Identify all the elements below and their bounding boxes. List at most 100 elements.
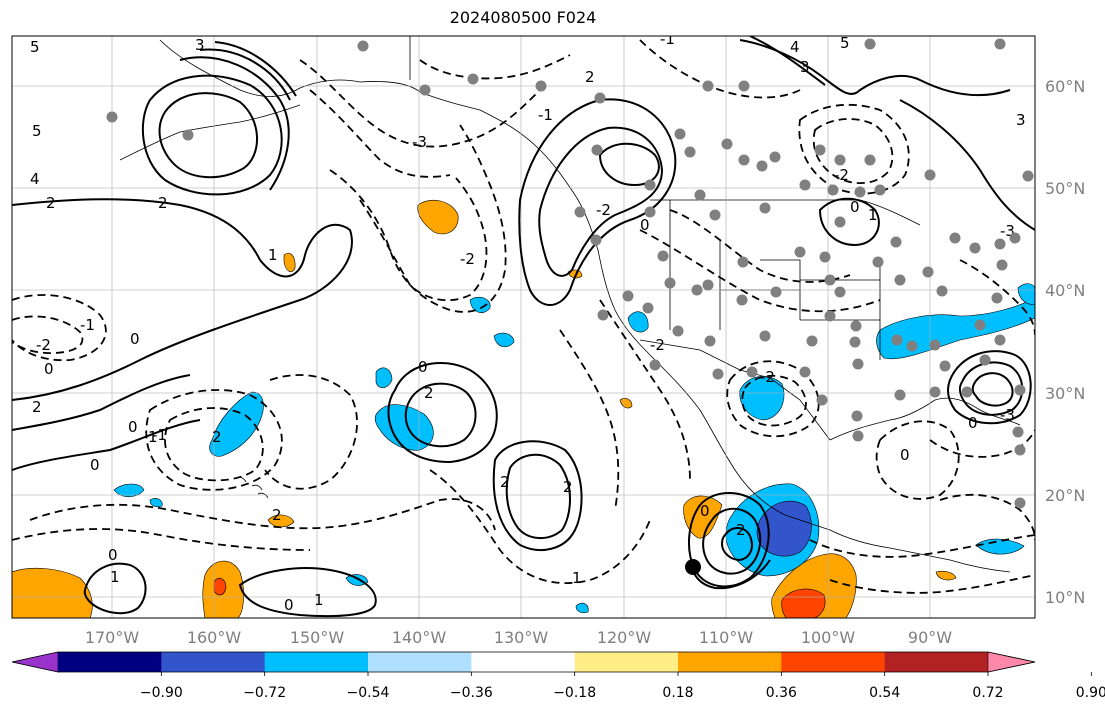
colorbar-extend-low	[11, 651, 59, 673]
station-dot	[1009, 232, 1021, 244]
contour-label: 3	[1016, 111, 1026, 129]
contour-label: -2	[834, 166, 849, 184]
contour-label: -2	[760, 368, 775, 386]
station-dot	[824, 310, 836, 322]
station-dot	[924, 169, 936, 181]
contour-label: 1	[268, 246, 278, 264]
lat-label: 10°N	[1045, 588, 1085, 607]
lon-label: 160°W	[187, 628, 242, 647]
map-title: 2024080500 F024	[449, 8, 597, 27]
station-dot	[852, 358, 864, 370]
station-dot	[864, 38, 876, 50]
contour-label: -2	[460, 250, 475, 268]
colorbar-segment	[678, 652, 782, 672]
contour-label: -1	[80, 316, 95, 334]
contour-line	[559, 329, 620, 511]
contour-label: 2	[500, 473, 510, 491]
contour-label: 0	[44, 360, 54, 378]
contour-line	[818, 197, 880, 247]
station-dot	[657, 250, 669, 262]
station-dot	[969, 242, 981, 254]
contour-label: 2	[32, 398, 42, 416]
contour-line	[688, 492, 770, 588]
contour-label: 2	[424, 384, 434, 402]
station-dot	[874, 184, 886, 196]
contour-label: 0	[418, 358, 428, 376]
station-dot	[594, 92, 606, 104]
station-dot	[979, 354, 991, 366]
station-dot	[1012, 426, 1024, 438]
contour-label: 0	[90, 456, 100, 474]
station-dot	[736, 294, 748, 306]
contour-line	[329, 124, 507, 313]
shade-red	[213, 577, 227, 596]
contour-label: 4	[790, 38, 800, 56]
station-dot	[994, 334, 1006, 346]
station-dot	[702, 80, 714, 92]
alaska-coast	[159, 39, 576, 196]
lon-label: 100°W	[801, 628, 856, 647]
contour-line	[429, 469, 651, 584]
contour-label: -2	[36, 336, 51, 354]
station-dot	[996, 259, 1008, 271]
colorbar-tick-label: 0.54	[869, 685, 900, 701]
station-dot	[182, 129, 194, 141]
contour-label: 0	[968, 414, 978, 432]
contour-line	[749, 36, 826, 86]
station-dot	[419, 84, 431, 96]
contour-label: 0	[108, 546, 118, 564]
station-dot	[936, 285, 948, 297]
contour-line	[959, 259, 1035, 336]
latitude-labels: 60°N 50°N 40°N 30°N 20°N 10°N	[1045, 77, 1085, 607]
shade-orange	[619, 398, 633, 409]
contour-line	[419, 54, 571, 80]
contour-label: -1	[538, 106, 553, 124]
contour-label: 1	[314, 591, 324, 609]
contour-line	[359, 177, 488, 302]
contour-label: 0	[850, 198, 860, 216]
contour-line	[404, 382, 477, 448]
contour-label: 1	[868, 206, 878, 224]
plot-frame	[11, 35, 1036, 619]
contour-label: 1	[148, 428, 158, 446]
colorbar-extend-high	[987, 651, 1036, 673]
lat-label: 20°N	[1045, 486, 1085, 505]
contour-label: 0	[900, 446, 910, 464]
contour-label: 2	[585, 68, 595, 86]
station-dot	[1022, 170, 1034, 182]
shade-blue	[975, 538, 1025, 555]
shade-blue	[113, 483, 145, 498]
station-dot	[591, 144, 603, 156]
contour-label: -1	[660, 30, 675, 48]
colorbar-segment	[264, 652, 369, 672]
station-dot	[737, 256, 749, 268]
station-dot	[994, 38, 1006, 50]
contour-line	[599, 299, 691, 481]
contour-line	[264, 374, 358, 490]
shade-orange	[267, 514, 295, 528]
shade-red	[781, 588, 826, 618]
storm-center-marker	[685, 559, 701, 575]
station-dot	[574, 206, 586, 218]
station-dot	[824, 274, 836, 286]
contour-line	[812, 118, 894, 184]
contour-line	[958, 361, 1024, 416]
station-dot	[738, 80, 750, 92]
contour-line	[29, 498, 496, 531]
lat-label: 30°N	[1045, 384, 1085, 403]
colorbar-segments	[11, 651, 1036, 673]
station-dot	[922, 266, 934, 278]
shade-dark-blue	[756, 500, 812, 557]
station-dot	[684, 146, 696, 158]
station-dot	[664, 277, 676, 289]
lat-label: 60°N	[1045, 77, 1085, 96]
station-dot	[756, 160, 768, 172]
station-dot	[644, 179, 656, 191]
longitude-labels: 170°W 160°W 150°W 140°W 130°W 120°W 110°…	[85, 628, 952, 647]
station-dot	[872, 256, 884, 268]
contour-label: 5	[32, 122, 42, 140]
colorbar-segment	[471, 652, 576, 672]
colorbar-outline	[11, 651, 1036, 673]
contour-line	[387, 361, 498, 464]
colorbar-segment	[161, 652, 266, 672]
